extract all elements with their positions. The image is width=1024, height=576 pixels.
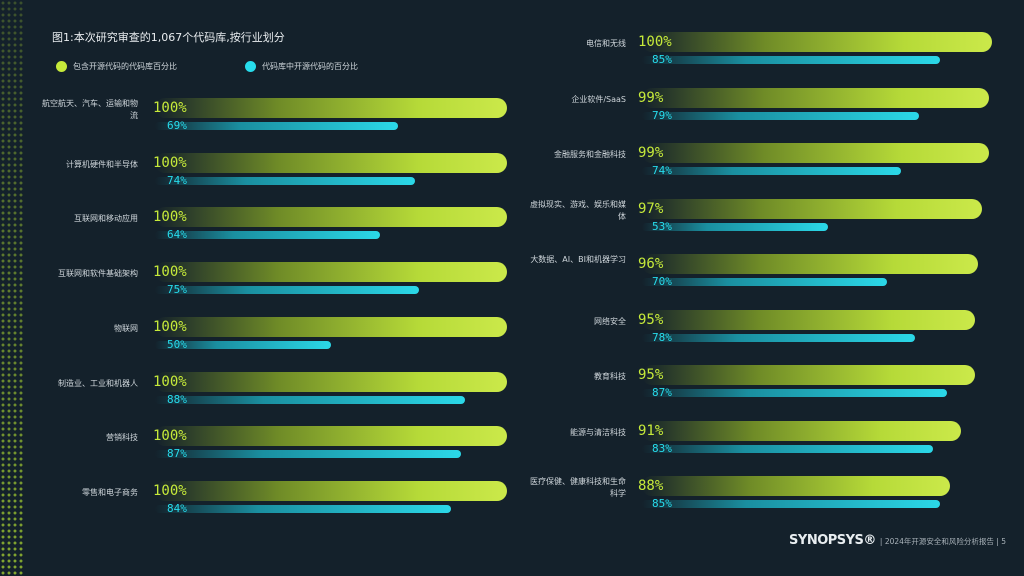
bar-series1 (642, 198, 982, 219)
value-label-series2: 70% (652, 275, 672, 288)
bar-series1 (155, 152, 507, 173)
value-label-series1: 95% (638, 367, 664, 383)
value-label-series1: 100% (638, 34, 672, 50)
category-label: 大数据、AI、BI和机器学习 (530, 255, 626, 264)
legend-label-series2: 代码库中开源代码的百分比 (262, 62, 358, 71)
legend-swatch-lime (56, 61, 67, 72)
category-label: 物联网 (114, 323, 138, 333)
chart-title: 图1:本次研究审查的1,067个代码库,按行业划分 (52, 31, 285, 44)
category-label: 网络安全 (594, 316, 626, 326)
value-label-series2: 85% (652, 53, 672, 66)
footer: SYNOPSYS® | 2024年开源安全和风险分析报告 | 5 (789, 533, 1006, 548)
bar-series1 (155, 98, 507, 118)
bar-series1 (155, 262, 507, 283)
value-label-series1: 100% (153, 100, 187, 116)
value-label-series1: 100% (153, 154, 187, 171)
value-label-series2: 74% (167, 173, 187, 187)
bar-series2 (155, 231, 381, 240)
category-label: 计算机硬件和半导体 (66, 159, 138, 169)
bar-series1 (155, 207, 507, 228)
value-label-series2: 75% (167, 283, 187, 297)
bar-series2 (642, 111, 919, 120)
bar-series1 (155, 426, 507, 447)
value-label-series2: 53% (652, 219, 672, 233)
category-label: 金融服务和金融科技 (554, 150, 626, 159)
value-label-series1: 97% (638, 200, 664, 217)
legend-item-series1: 包含开源代码的代码库百分比 (56, 61, 177, 72)
category-label: 互联网和软件基础架构 (58, 269, 138, 279)
category-label: 零售和电子商务 (82, 487, 138, 497)
bar-series1 (642, 476, 950, 496)
value-label-series2: 74% (652, 164, 672, 177)
bar-series2 (155, 176, 416, 185)
bar-series1 (642, 32, 992, 52)
bar-series2 (155, 395, 465, 404)
value-label-series1: 100% (153, 373, 187, 390)
category-label: 医疗保健、健康科技和生命科学 (530, 477, 626, 498)
decorative-dot-pattern (0, 0, 24, 576)
value-label-series1: 100% (153, 482, 187, 499)
value-label-series2: 50% (167, 337, 187, 351)
category-label: 制造业、工业和机器人 (58, 378, 138, 388)
bar-series1 (642, 87, 989, 108)
value-label-series2: 78% (652, 330, 672, 344)
bar-series1 (642, 254, 978, 274)
bar-series2 (642, 222, 828, 231)
bar-series1 (155, 371, 507, 392)
bar-series1 (642, 365, 975, 385)
value-label-series2: 85% (652, 497, 672, 510)
legend-swatch-cyan (245, 61, 256, 72)
value-label-series2: 88% (167, 392, 187, 406)
value-label-series1: 96% (638, 256, 664, 272)
value-label-series1: 95% (638, 311, 664, 328)
value-label-series1: 100% (153, 209, 187, 226)
bar-series2 (642, 500, 940, 508)
value-label-series2: 69% (167, 119, 187, 132)
value-label-series1: 88% (638, 478, 664, 494)
category-label: 互联网和移动应用 (74, 214, 138, 224)
category-label: 电信和无线 (586, 39, 626, 48)
value-label-series1: 91% (638, 422, 664, 439)
value-label-series1: 99% (638, 89, 664, 106)
category-label: 教育科技 (594, 372, 626, 381)
bar-series1 (642, 420, 961, 441)
bar-series2 (155, 450, 462, 459)
value-label-series2: 79% (652, 108, 672, 122)
category-label: 航空航天、汽车、运输和物流 (42, 99, 138, 120)
bar-series2 (642, 56, 940, 64)
value-label-series2: 83% (652, 441, 672, 455)
legend-label-series1: 包含开源代码的代码库百分比 (73, 62, 177, 71)
bar-series2 (642, 444, 933, 453)
value-label-series2: 87% (652, 386, 672, 399)
legend-item-series2: 代码库中开源代码的百分比 (245, 61, 358, 72)
bar-series2 (155, 504, 451, 513)
bar-series2 (155, 340, 331, 349)
value-label-series2: 64% (167, 228, 187, 242)
bar-series2 (155, 286, 419, 295)
bar-series2 (642, 167, 901, 175)
footer-text: | 2024年开源安全和风险分析报告 | 5 (879, 537, 1006, 546)
bar-series2 (155, 122, 398, 130)
bar-series1 (642, 309, 975, 330)
value-label-series1: 100% (153, 318, 187, 335)
value-label-series2: 84% (167, 501, 187, 515)
bar-series1 (155, 316, 507, 337)
value-label-series2: 87% (167, 447, 187, 461)
bar-series2 (642, 333, 915, 342)
synopsys-logo: SYNOPSYS® (789, 533, 876, 548)
bar-series1 (155, 480, 507, 501)
value-label-series1: 99% (638, 145, 664, 161)
category-label: 营销科技 (106, 433, 138, 443)
value-label-series1: 100% (153, 428, 187, 445)
category-label: 能源与清洁科技 (570, 427, 626, 437)
bar-series1 (642, 143, 989, 163)
category-label: 虚拟现实、游戏、娱乐和媒体 (530, 199, 626, 221)
bar-series2 (642, 389, 947, 397)
category-label: 企业软件/SaaS (571, 94, 626, 104)
bar-series2 (642, 278, 887, 286)
value-label-series1: 100% (153, 264, 187, 281)
